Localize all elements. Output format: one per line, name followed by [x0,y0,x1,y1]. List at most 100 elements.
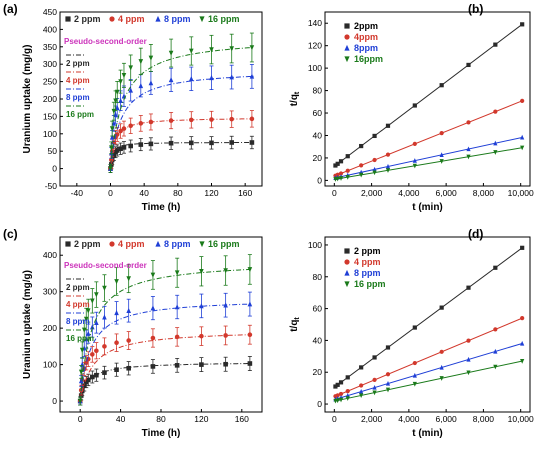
y-tick-label: 400 [43,250,57,260]
fit-line [334,247,523,388]
data-point [90,298,95,304]
legend-marker [344,281,350,288]
x-tick-label: 0 [108,188,113,198]
data-point [385,152,391,157]
data-point [138,121,144,126]
data-point [199,268,204,275]
data-point [118,146,123,152]
data-point [439,159,444,164]
y-tick-label: 20 [313,367,323,377]
data-point [335,382,340,387]
data-point [247,361,253,366]
y-tick-label: 80 [313,86,323,96]
y-tick-label: 0 [52,164,57,174]
y-tick-label: 20 [313,153,323,163]
pso-legend-label: 4 ppm [66,76,90,85]
x-tick-label: 6,000 [435,188,457,198]
y-tick-label: 200 [43,323,57,333]
data-point [372,157,377,163]
data-point [359,365,364,370]
y-tick-label: 50 [48,146,58,156]
data-point [385,123,391,128]
legend-label: 4 ppm [118,14,145,24]
data-point [372,384,377,390]
data-point [466,285,471,290]
fit-curve [110,75,254,169]
x-tick-label: 8,000 [473,188,495,198]
legend-label: 2 ppm [74,239,101,249]
data-point [439,131,444,136]
data-point [209,47,214,53]
data-point [78,369,84,375]
legend-label: 16 ppm [208,239,240,249]
legend-marker [155,240,161,247]
y-axis-label: t/qt [289,91,301,106]
legend-marker [155,15,161,22]
pso-legend-label: 8 ppm [66,317,90,326]
legend-label: 8 ppm [354,268,381,278]
data-point [102,285,107,291]
data-point [493,327,498,332]
legend-label: 2 ppm [74,14,101,24]
data-point [168,50,174,56]
data-point [439,376,444,381]
data-point [148,80,154,86]
data-point [126,338,131,343]
x-tick-label: 10,000 [508,188,534,198]
data-point [412,325,417,330]
pso-legend-label: 4 ppm [66,300,90,309]
panel-label: (c) [3,227,18,241]
data-point [412,381,417,387]
y-tick-label: 40 [313,130,323,140]
y-axis-label-subscript: t [294,317,301,320]
y-axis-label: Uranium uptake (mg/g) [22,270,33,379]
y-axis-label: Uranium uptake (mg/g) [22,45,33,154]
data-point [493,109,498,114]
data-point [121,145,127,150]
data-point [345,375,350,380]
data-point [338,176,344,181]
data-point [209,74,214,81]
data-point [174,363,180,368]
data-point [94,348,99,354]
plot-frame [324,11,531,187]
data-point [335,172,340,177]
data-point [345,175,350,180]
data-point [121,73,127,79]
data-point [372,355,377,360]
x-tick-label: 10,000 [508,414,534,424]
data-point [150,364,156,369]
data-point [102,370,107,375]
pso-legend-title: Pseudo-second-order [64,37,147,46]
data-point [466,370,471,376]
y-tick-label: 0 [52,396,57,406]
data-point [174,270,180,276]
x-tick-label: 4,000 [398,188,420,198]
data-point [412,163,417,169]
x-tick-label: 2,000 [361,188,383,198]
fit-line [334,23,523,167]
y-tick-label: 100 [43,129,57,139]
data-point [412,372,417,378]
data-point [85,308,91,314]
data-point [359,163,364,168]
data-point [385,387,391,393]
y-tick-label: 100 [43,360,57,370]
data-point [90,324,95,330]
y-tick-label: 300 [43,287,57,297]
data-point [78,378,84,384]
x-tick-label: 80 [173,188,183,198]
y-tick-label: 40 [313,335,323,345]
x-tick-label: 80 [156,414,166,424]
data-point [189,117,194,123]
data-point [199,303,204,309]
y-tick-label: 300 [43,59,57,69]
legend-label: 2 ppm [354,246,381,256]
y-tick-label: 400 [43,24,57,34]
data-point [174,304,180,310]
data-point [333,384,338,389]
data-point [111,153,117,158]
x-tick-label: 40 [116,414,126,424]
y-tick-label: 150 [43,111,57,121]
